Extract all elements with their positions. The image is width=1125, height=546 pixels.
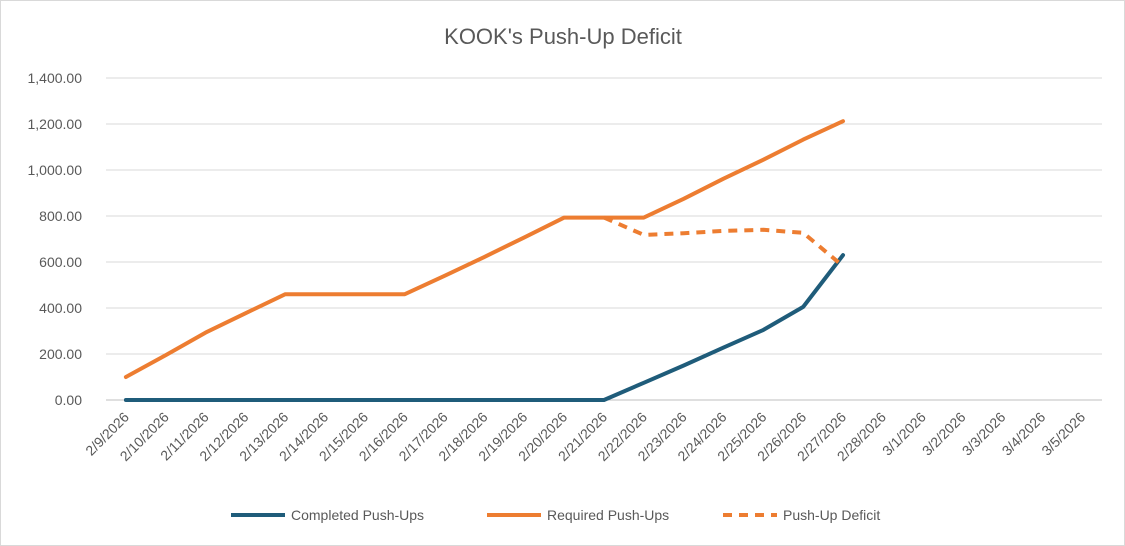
legend-label: Push-Up Deficit	[783, 507, 880, 523]
series-line-2	[123, 119, 845, 379]
y-tick-label: 0.00	[55, 392, 82, 408]
x-tick-label: 3/5/2026	[1038, 409, 1088, 459]
series-line-1	[123, 253, 845, 402]
y-tick-label: 400.00	[39, 300, 82, 316]
y-tick-label: 600.00	[39, 254, 82, 270]
y-tick-label: 1,400.00	[28, 70, 83, 86]
legend-label: Required Push-Ups	[547, 507, 669, 523]
y-tick-label: 1,000.00	[28, 162, 83, 178]
legend-label: Completed Push-Ups	[291, 507, 424, 523]
chart-title: KOOK's Push-Up Deficit	[444, 24, 682, 49]
x-axis-ticks: 2/9/20262/10/20262/11/20262/12/20262/13/…	[82, 409, 1088, 465]
y-axis-ticks: 0.00 200.00 400.00 600.00 800.00 1,000.00 1,20…	[28, 70, 83, 408]
series-line-3	[603, 215, 845, 268]
legend: Completed Push-Ups Required Push-Ups Push-…	[231, 507, 880, 523]
y-tick-label: 1,200.00	[28, 116, 83, 132]
gridlines	[106, 77, 1102, 401]
series-lines	[123, 119, 845, 402]
y-tick-label: 200.00	[39, 346, 82, 362]
y-tick-label: 800.00	[39, 208, 82, 224]
